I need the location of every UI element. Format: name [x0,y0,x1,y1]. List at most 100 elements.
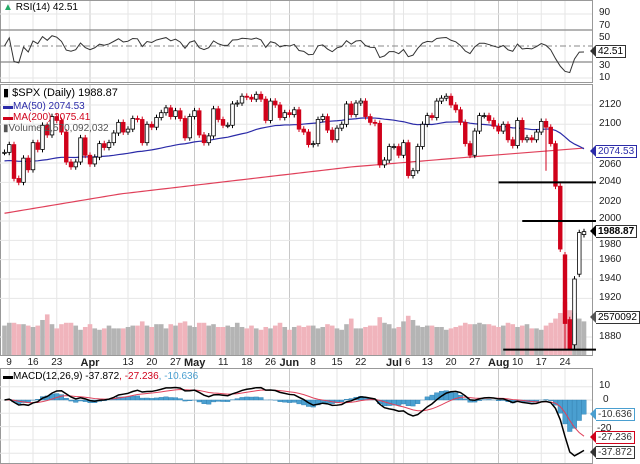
volume-bar [401,321,406,355]
macd-histogram-bar [405,399,411,406]
volume-bar [548,322,554,355]
macd-histogram-bar [225,399,231,402]
date-axis-label: 26 [265,357,277,368]
candle-body [192,110,197,117]
volume-bar [472,324,478,355]
volume-bar [519,325,525,355]
macd-histogram-bar [282,399,288,403]
candle-body [49,116,55,136]
macd-histogram-bar [196,399,202,403]
macd-legend: ▬MACD(12,26,9) -37.872, -27.236, -10.636 [3,371,198,382]
date-axis-label: Apr [80,357,100,369]
volume-bar [168,324,174,355]
candle-body [268,100,273,121]
volume-bar [372,325,378,355]
ma200-legend-text: MA(200) 2075.41 [13,112,91,123]
macd-histogram-bar [149,398,155,401]
macd-histogram-bar [572,399,578,429]
volume-bar [391,328,397,355]
macd-histogram-bar [206,399,212,405]
volume-bar [258,329,264,355]
volume-bar [557,312,563,355]
volume-bar [116,328,121,355]
candle-body [315,119,321,145]
volume-bar [49,324,55,355]
candle-body [453,104,458,111]
candle-body [201,134,207,144]
volume-bar [154,324,159,355]
volume-bar [158,324,164,355]
volume-bar [291,326,297,355]
candle-body [358,100,363,104]
candle-body [277,104,283,118]
chart-icon: ▲ [3,2,13,13]
macd-hist-tag: -10.636 [590,408,635,421]
candle-body [482,115,487,117]
volume-bar [277,322,283,355]
macd-histogram-bar [253,396,259,401]
volume-bar [78,329,83,355]
candle-body [387,146,392,161]
candle-body [448,95,454,106]
candle-body [220,119,226,126]
date-axis-label: 22 [355,357,367,368]
volume-bar [576,318,582,355]
ma50-value-tag: 2074.53 [589,145,638,158]
volume-bar [325,324,330,355]
candle-body [434,100,439,118]
volume-bar [515,326,520,355]
macd-histogram-bar [258,397,264,401]
macd-signal-tag: -27.236 [590,431,635,444]
macd-histogram-bar [486,399,492,401]
macd-histogram-bar [177,398,183,401]
volume-bar [120,328,126,355]
candle-body [45,124,50,136]
candle-body [125,128,131,133]
volume-bar [63,322,69,355]
volume-bar [263,326,269,355]
date-axis-label: 16 [27,357,39,368]
date-axis-label: 15 [331,357,343,368]
volume-bar [87,324,93,355]
volume-bar [367,325,373,355]
candle-body [543,120,549,128]
candle-body [330,129,335,141]
date-axis-label: Jul [386,357,402,369]
macd-histogram-bar [567,399,573,432]
price-value-tag: 1988.87 [589,225,638,238]
macd-histogram-bar [63,398,69,401]
candle-body [30,142,36,171]
candle-body [154,117,159,128]
macd-histogram-bar [153,397,159,401]
volume-bar [344,324,349,355]
date-axis-label: 13 [421,357,433,368]
candle-body [444,95,449,99]
candle-body [344,103,349,125]
candle-body [562,254,568,324]
macd-histogram-bar [401,399,407,405]
volume-bar [320,326,326,355]
candle-body [306,131,311,146]
date-axis-label: 13 [122,357,134,368]
price-axis-label: 1880 [599,331,622,343]
candle-body [439,97,444,102]
volume-bar [25,325,31,355]
ma50-legend-text: MA(50) 2074.53 [13,101,85,112]
candle-body [463,121,468,145]
volume-bar [59,324,64,355]
volume-bar [467,324,473,355]
candle-body [311,143,316,146]
candle-body [239,95,245,104]
volume-bar [453,326,459,355]
volume-bar [377,317,383,355]
volume-bar [386,324,392,355]
volume-bar [429,325,435,355]
volume-bar [510,324,516,355]
price-axis-label: 2040 [599,176,622,188]
macd-histogram-bar [496,399,502,401]
candle-body [396,146,401,156]
price-axis-label: 1980 [599,239,622,250]
candle-body [35,142,40,150]
macd-histogram-bar [73,399,79,403]
